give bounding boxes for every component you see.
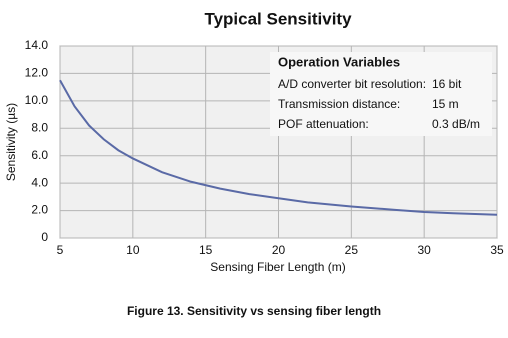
x-axis-label: Sensing Fiber Length (m) xyxy=(210,260,345,274)
y-tick-label: 10.0 xyxy=(25,93,49,107)
x-tick-label: 30 xyxy=(417,243,431,257)
y-axis-label: Sensitivity (µs) xyxy=(4,103,18,181)
x-tick-label: 5 xyxy=(57,243,64,257)
annotation-box: Operation Variables A/D converter bit re… xyxy=(270,52,492,136)
y-tick-label: 8.0 xyxy=(31,120,48,134)
caption: Figure 13. Sensitivity vs sensing fiber … xyxy=(127,304,381,318)
chart-title: Typical Sensitivity xyxy=(204,9,352,28)
annotation-title: Operation Variables xyxy=(278,54,400,69)
y-tick-label: 12.0 xyxy=(25,66,49,80)
annotation-bg xyxy=(270,52,492,136)
y-tick-label: 14.0 xyxy=(25,38,49,52)
x-tick-label: 35 xyxy=(490,243,504,257)
y-tick-label: 6.0 xyxy=(31,148,48,162)
line xyxy=(59,79,498,216)
x-tick-label: 20 xyxy=(272,243,286,257)
y-tick-label: 2.0 xyxy=(31,203,48,217)
x-tick-label: 10 xyxy=(126,243,140,257)
annotation-value: 15 m xyxy=(432,97,459,111)
annotation-value: 0.3 dB/m xyxy=(432,117,480,131)
y-tick-label: 4.0 xyxy=(31,175,48,189)
x-tick-label: 25 xyxy=(345,243,359,257)
y-tick-label: 0 xyxy=(41,230,48,244)
annotation-label: A/D converter bit resolution: xyxy=(278,77,426,91)
annotation-label: POF attenuation: xyxy=(278,117,369,131)
x-tick-label: 15 xyxy=(199,243,213,257)
annotation-value: 16 bit xyxy=(432,77,462,91)
annotation-label: Transmission distance: xyxy=(278,97,400,111)
